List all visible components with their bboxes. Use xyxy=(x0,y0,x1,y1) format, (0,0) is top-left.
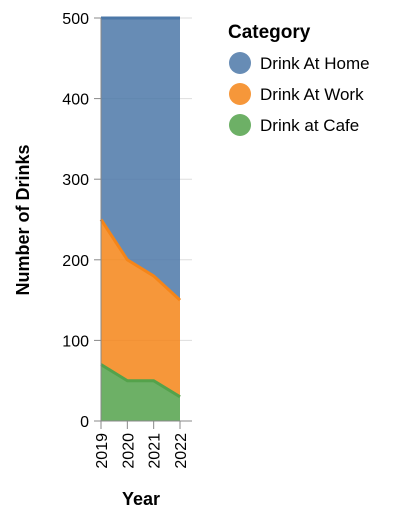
legend: Category Drink At Home Drink At Work Drink… xyxy=(228,22,370,136)
area-drink-at-home xyxy=(101,18,180,301)
legend-label: Drink at Cafe xyxy=(260,116,359,135)
legend-label: Drink At Work xyxy=(260,85,364,104)
y-axis-title: Number of Drinks xyxy=(13,144,33,295)
line-drink-at-cafe xyxy=(100,363,181,399)
legend-swatch xyxy=(229,52,251,74)
y-tick-label: 0 xyxy=(80,414,89,431)
legend-title: Category xyxy=(228,22,311,43)
x-tick-label: 2019 xyxy=(94,433,111,469)
y-tick-label: 200 xyxy=(62,253,89,270)
axes xyxy=(94,18,192,422)
legend-label: Drink At Home xyxy=(260,54,370,73)
x-tick-label: 2022 xyxy=(173,433,190,469)
plot-areas xyxy=(101,18,180,421)
y-tick-label: 100 xyxy=(62,333,89,350)
plot-lines xyxy=(99,16,182,399)
y-tick-label: 400 xyxy=(62,92,89,109)
area-drink-at-cafe xyxy=(101,364,180,421)
legend-swatch xyxy=(229,114,251,136)
tick-labels: 0 100 200 300 400 500 2019 2020 2021 2022 xyxy=(62,11,190,469)
x-tick-label: 2021 xyxy=(147,433,164,469)
y-tick-label: 500 xyxy=(62,11,89,28)
line-drink-at-work xyxy=(99,218,182,302)
y-tick-label: 300 xyxy=(62,172,89,189)
x-tick-label: 2020 xyxy=(120,433,137,469)
legend-swatch xyxy=(229,83,251,105)
x-axis-title: Year xyxy=(122,489,160,509)
area-drink-at-work xyxy=(101,219,180,397)
